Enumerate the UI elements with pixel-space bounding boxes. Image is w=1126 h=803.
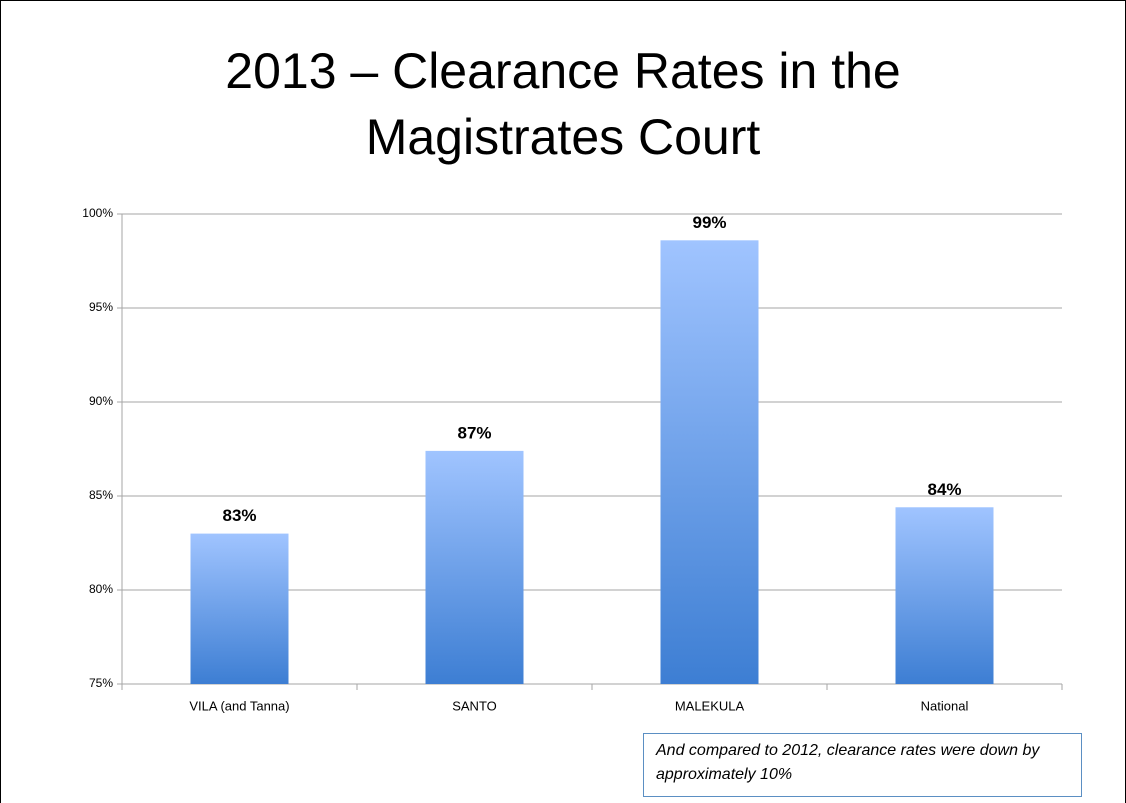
data-label: 84% bbox=[927, 480, 961, 499]
y-tick-label: 80% bbox=[89, 582, 113, 596]
data-label: 83% bbox=[222, 506, 256, 525]
data-label: 87% bbox=[457, 423, 491, 442]
data-label: 99% bbox=[692, 213, 726, 232]
y-tick-label: 90% bbox=[89, 394, 113, 408]
chart-title: 2013 – Clearance Rates in the Magistrate… bbox=[225, 43, 901, 165]
x-tick-label: National bbox=[921, 698, 969, 713]
bar bbox=[660, 240, 759, 684]
y-tick-label: 95% bbox=[89, 300, 113, 314]
bar bbox=[190, 533, 289, 684]
y-tick-label: 100% bbox=[82, 206, 113, 220]
annotation: And compared to 2012, clearance rates we… bbox=[643, 733, 1082, 797]
y-tick-label: 85% bbox=[89, 488, 113, 502]
bar bbox=[425, 450, 524, 684]
x-tick-label: VILA (and Tanna) bbox=[189, 698, 289, 713]
y-tick-label: 75% bbox=[89, 676, 113, 690]
x-tick-label: MALEKULA bbox=[675, 698, 745, 713]
x-tick-label: SANTO bbox=[452, 698, 497, 713]
bar bbox=[895, 507, 994, 684]
